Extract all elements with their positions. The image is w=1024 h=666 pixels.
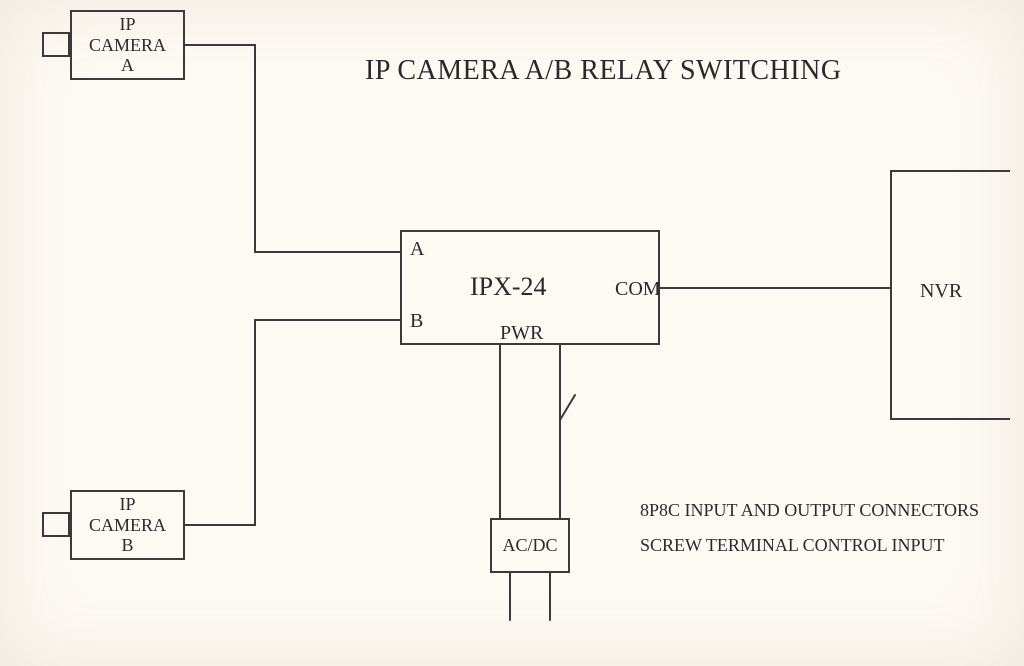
camera-a-box: IP CAMERA A bbox=[70, 10, 185, 80]
camera-a-lens bbox=[42, 32, 70, 57]
footnote-2: SCREW TERMINAL CONTROL INPUT bbox=[640, 535, 945, 556]
camera-b-line2: CAMERA bbox=[89, 515, 166, 535]
switch-open-icon bbox=[560, 395, 575, 420]
switch-name: IPX-24 bbox=[470, 272, 547, 302]
port-a-label: A bbox=[410, 238, 424, 261]
port-b-label: B bbox=[410, 310, 423, 333]
diagram-title: IP CAMERA A/B RELAY SWITCHING bbox=[365, 55, 842, 87]
camera-b-box: IP CAMERA B bbox=[70, 490, 185, 560]
camera-b-line3: B bbox=[121, 535, 133, 555]
camera-a-line3: A bbox=[121, 55, 134, 75]
camera-a-line1: IP bbox=[119, 14, 135, 34]
wire-cam-b bbox=[185, 320, 400, 525]
nvr-label: NVR bbox=[920, 280, 962, 303]
acdc-box: AC/DC bbox=[490, 518, 570, 573]
footnote-1: 8P8C INPUT AND OUTPUT CONNECTORS bbox=[640, 500, 979, 521]
camera-b-label: IP CAMERA B bbox=[89, 494, 166, 556]
diagram-canvas: IP CAMERA A/B RELAY SWITCHING IP CAMERA … bbox=[0, 0, 1024, 666]
camera-b-line1: IP bbox=[119, 494, 135, 514]
com-label: COM bbox=[615, 278, 661, 301]
acdc-label: AC/DC bbox=[502, 535, 557, 556]
camera-b-lens bbox=[42, 512, 70, 537]
pwr-label: PWR bbox=[500, 322, 543, 345]
camera-a-label: IP CAMERA A bbox=[89, 14, 166, 76]
camera-a-line2: CAMERA bbox=[89, 35, 166, 55]
